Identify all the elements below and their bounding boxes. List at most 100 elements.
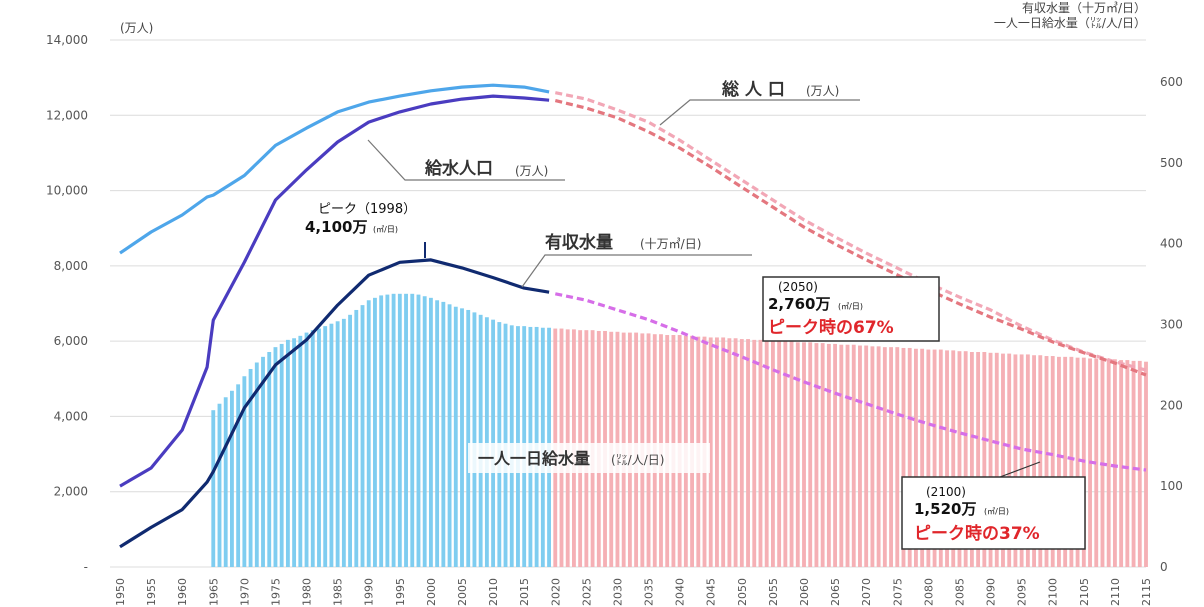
- bar: [360, 305, 365, 567]
- annotation-label: (2100): [926, 485, 966, 499]
- x-tick-label: 2020: [549, 578, 562, 606]
- bar: [267, 351, 272, 567]
- bar: [833, 343, 838, 567]
- x-tick-label: 2045: [705, 578, 718, 606]
- x-tick-label: 1955: [145, 578, 158, 606]
- y-tick-label: 4,000: [54, 409, 88, 423]
- series-line: [119, 94, 550, 488]
- bar: [770, 340, 775, 567]
- bar: [1094, 358, 1099, 567]
- annotation-share: ピーク時の67%: [768, 317, 894, 338]
- bar: [826, 343, 831, 567]
- bar: [1057, 356, 1061, 567]
- bar: [428, 297, 433, 567]
- series-unit: (十万㎥/日): [640, 237, 701, 251]
- x-tick-label: 2025: [580, 578, 593, 606]
- x-tick-label: 2080: [922, 578, 935, 606]
- x-tick-label: 1995: [394, 578, 407, 606]
- y2-tick-label: 0: [1160, 560, 1168, 574]
- x-tick-label: 2105: [1078, 578, 1091, 606]
- bar: [229, 390, 234, 567]
- bar: [994, 352, 999, 567]
- x-tick-label: 2070: [860, 578, 873, 606]
- bar: [951, 350, 956, 567]
- series-line: [119, 258, 550, 549]
- x-tick-label: 2085: [953, 578, 966, 606]
- bar: [920, 348, 925, 567]
- bar: [870, 346, 875, 567]
- bar: [478, 314, 483, 567]
- bar: [746, 339, 750, 567]
- y-tick-label: 12,000: [46, 108, 88, 122]
- bar: [963, 351, 968, 567]
- bar: [1131, 360, 1136, 567]
- bar: [1069, 356, 1074, 567]
- bar: [789, 341, 794, 567]
- annotation-unit: (㎥/日): [373, 225, 398, 234]
- y-tick-label: 8,000: [54, 259, 88, 273]
- y2-tick-label: 400: [1160, 237, 1183, 251]
- bar: [901, 347, 906, 567]
- bar: [404, 293, 408, 567]
- projection-line: [554, 91, 1147, 372]
- bar: [839, 344, 844, 567]
- bar: [211, 410, 216, 567]
- bar: [814, 343, 819, 567]
- bar: [864, 345, 869, 567]
- bar: [1106, 359, 1111, 567]
- bar: [1125, 360, 1130, 567]
- bar: [279, 343, 284, 567]
- bar: [895, 347, 900, 567]
- annotation-box: [762, 276, 940, 342]
- leader-line: [999, 461, 1041, 478]
- bar: [273, 347, 278, 567]
- x-tick-label: 2100: [1047, 578, 1060, 606]
- annotation-unit: (㎥/日): [984, 507, 1009, 516]
- bar: [969, 351, 974, 567]
- bar: [1032, 355, 1037, 567]
- bar: [410, 293, 415, 567]
- bar: [1050, 356, 1055, 567]
- x-tick-label: 1970: [238, 578, 251, 606]
- annotation-unit: (㎥/日): [838, 302, 863, 311]
- x-tick-label: 1985: [332, 578, 345, 606]
- bar: [1001, 353, 1005, 567]
- bar: [1112, 359, 1117, 567]
- bar: [472, 312, 477, 567]
- x-tick-label: 1975: [269, 578, 282, 606]
- series-label: 総 人 口: [722, 79, 785, 100]
- annotation-value: 2,760万: [768, 295, 830, 313]
- x-tick-label: 2090: [985, 578, 998, 606]
- bar: [1075, 357, 1080, 567]
- bar: [484, 317, 489, 567]
- y2-tick-label: 500: [1160, 156, 1183, 170]
- bar: [323, 326, 328, 567]
- annotation-label: ピーク（1998）: [318, 202, 416, 217]
- annotation-box: [901, 476, 1086, 550]
- series-unit: (㍑/人/日): [611, 453, 664, 467]
- bar: [1137, 360, 1142, 567]
- leader-line: [521, 254, 752, 288]
- projection-line: [554, 99, 1147, 377]
- bar: [926, 349, 931, 567]
- bar: [752, 339, 757, 567]
- bar: [453, 306, 458, 567]
- x-tick-label: 2040: [674, 578, 687, 606]
- bar: [1038, 355, 1043, 567]
- x-tick-label: 1950: [114, 578, 127, 606]
- bar: [447, 304, 452, 567]
- bar: [248, 368, 253, 567]
- bar: [715, 337, 719, 567]
- bar: [223, 397, 228, 567]
- leader-line: [367, 139, 565, 181]
- bar: [976, 351, 981, 567]
- x-tick-label: 2005: [456, 578, 469, 606]
- bar: [317, 328, 321, 567]
- bar: [435, 300, 440, 567]
- x-tick-label: 2035: [643, 578, 656, 606]
- bar: [397, 293, 402, 567]
- bar: [820, 343, 825, 567]
- bar: [957, 351, 962, 567]
- bar: [1144, 361, 1148, 567]
- bar: [1044, 356, 1049, 567]
